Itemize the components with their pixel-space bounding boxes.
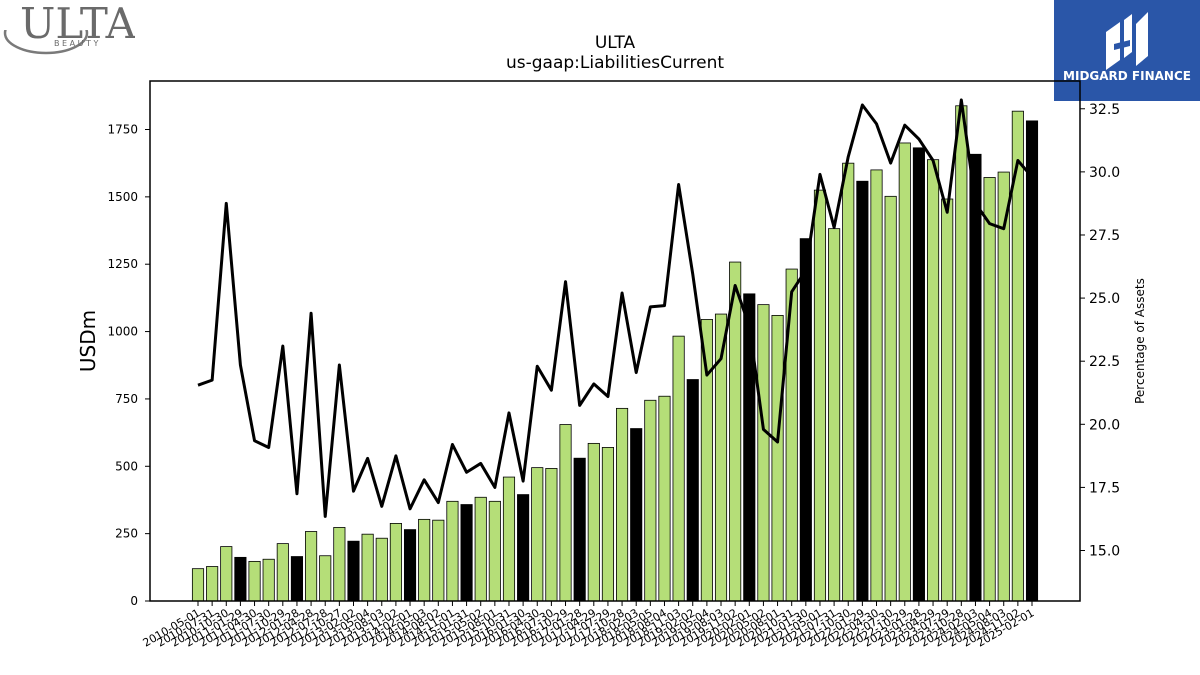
bar-2011-01-29 — [234, 556, 247, 602]
y2-tick-label: 15.0 — [1089, 544, 1120, 560]
chart-title: ULTA — [595, 33, 636, 53]
bar-2011-07-30 — [262, 558, 275, 602]
bar-2020-02-01 — [743, 293, 756, 602]
bar-2016-01-30 — [517, 494, 530, 602]
bar-2021-10-30 — [842, 162, 855, 602]
bar-2010-05-01 — [191, 568, 205, 602]
bar-2023-07-29 — [941, 198, 954, 602]
logo-name: MIDGARD FINANCE — [1063, 69, 1191, 83]
bar-2021-07-31 — [828, 228, 841, 602]
bar-2015-08-01 — [488, 500, 501, 602]
y-axis-right: 15.0 17.5 20.0 22.5 25.0 27.5 30.0 32.5 — [1080, 102, 1120, 560]
bar-2017-01-28 — [573, 457, 586, 602]
bar-2012-07-28 — [319, 555, 332, 602]
bar-2010-10-30 — [220, 546, 233, 602]
y-tick-label: 1750 — [107, 122, 138, 136]
bar-2012-10-27 — [333, 527, 346, 602]
bar-2016-10-29 — [559, 424, 572, 602]
y2-tick-label: 27.5 — [1089, 228, 1120, 244]
bar-2016-04-30 — [531, 467, 544, 602]
bar-2018-05-05 — [644, 399, 657, 602]
bar-2012-04-28 — [305, 531, 318, 602]
y2-tick-label: 17.5 — [1089, 480, 1120, 496]
y2-tick-label: 20.0 — [1089, 417, 1120, 433]
bar-2023-01-28 — [912, 147, 925, 602]
logo-wordmark: ULTA — [20, 0, 135, 48]
plot-frame — [149, 80, 1081, 602]
y-tick-label: 1500 — [107, 190, 138, 204]
y-tick-label: 250 — [115, 527, 138, 541]
y-tick-label: 1000 — [107, 325, 138, 339]
chart-subtitle: us-gaap:LiabilitiesCurrent — [506, 53, 724, 73]
bar-2021-01-30 — [799, 238, 812, 602]
y2-axis-label: Percentage of Assets — [1133, 278, 1147, 404]
bar-2014-08-02 — [432, 519, 445, 602]
bar-2011-04-30 — [248, 560, 261, 602]
bar-2018-11-03 — [672, 335, 685, 602]
bar-2017-07-29 — [601, 447, 614, 602]
bar-2017-10-28 — [616, 407, 629, 602]
pct-of-assets-line — [197, 98, 1034, 518]
y2-tick-label: 30.0 — [1089, 165, 1120, 181]
bar-2018-08-04 — [658, 395, 671, 602]
logo-subtext: B E A U T Y — [54, 39, 98, 48]
y-tick-label: 500 — [115, 459, 138, 473]
bar-2020-05-02 — [757, 304, 770, 602]
bar-2023-04-29 — [927, 159, 940, 602]
y-tick-label: 750 — [115, 392, 138, 406]
bar-2022-04-30 — [870, 169, 883, 602]
pct-line-series — [197, 98, 1034, 518]
bar-2023-10-28 — [955, 105, 968, 602]
y-tick-label: 0 — [130, 594, 138, 608]
y-axis-left: 0 250 500 750 1000 1250 1500 1750 — [107, 122, 150, 608]
bar-2021-05-01 — [813, 189, 827, 602]
bar-2019-02-02 — [686, 379, 699, 602]
y2-tick-label: 22.5 — [1089, 354, 1120, 370]
bar-2013-08-03 — [375, 537, 388, 602]
bar-2014-02-01 — [403, 529, 417, 602]
bar-2014-05-03 — [418, 518, 431, 602]
midgard-emblem-icon — [1106, 12, 1148, 70]
y2-tick-label: 25.0 — [1089, 291, 1120, 307]
bar-2013-05-04 — [361, 533, 374, 602]
bar-2014-11-01 — [446, 500, 459, 602]
bar-2022-10-29 — [898, 142, 911, 602]
bar-2020-08-01 — [771, 314, 784, 602]
y-axis-label: USDm — [76, 310, 100, 372]
bar-2015-10-31 — [502, 476, 516, 602]
bar-2022-07-30 — [884, 195, 897, 602]
y2-tick-label: 32.5 — [1089, 102, 1120, 118]
bar-2015-01-31 — [460, 504, 473, 602]
bar-2025-02-01 — [1025, 120, 1039, 602]
bar-2012-01-28 — [290, 556, 304, 602]
bar-2013-02-02 — [347, 540, 360, 602]
bar-2019-05-04 — [700, 319, 713, 602]
bar-2010-07-31 — [206, 566, 219, 602]
bar-2011-10-29 — [276, 543, 289, 602]
bar-2024-08-03 — [997, 171, 1010, 602]
bar-2024-05-04 — [983, 177, 996, 602]
ulta-logo: ULTA B E A U T Y — [0, 0, 137, 60]
bar-2013-11-02 — [389, 523, 402, 602]
bar-2017-04-29 — [587, 442, 600, 602]
bar-2015-05-02 — [474, 496, 487, 602]
bar-series — [191, 105, 1039, 602]
y-tick-label: 1250 — [107, 257, 138, 271]
bar-2016-07-30 — [545, 468, 558, 602]
bar-2018-02-03 — [630, 428, 643, 602]
x-axis: 2010-05-012010-07-312010-10-302011-01-29… — [141, 601, 1037, 650]
bar-2024-02-03 — [969, 153, 982, 602]
midgard-finance-logo: MIDGARD FINANCE — [1054, 0, 1200, 101]
bar-2022-01-29 — [856, 180, 869, 602]
